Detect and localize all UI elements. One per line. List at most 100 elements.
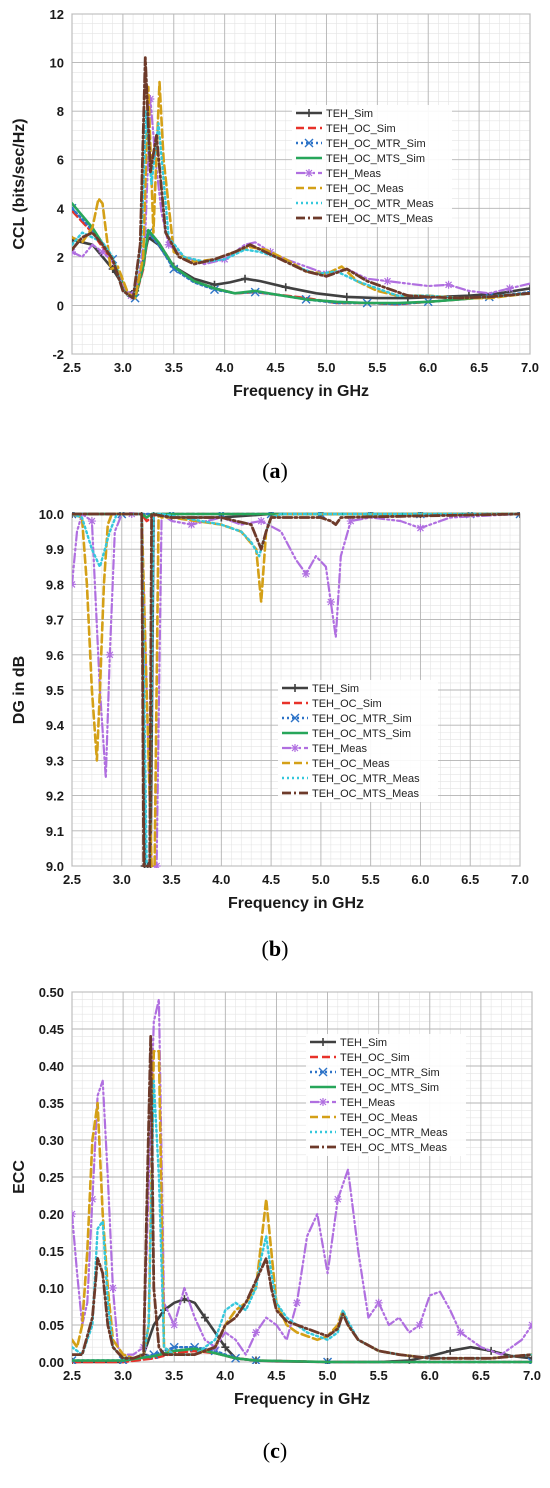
y-tick-label: 0.35 bbox=[39, 1096, 64, 1111]
legend-label: TEH_Meas bbox=[312, 743, 368, 755]
legend-box bbox=[292, 105, 452, 227]
x-tick-label: 4.0 bbox=[216, 360, 234, 375]
x-tick-label: 6.5 bbox=[472, 1368, 490, 1383]
legend-label: TEH_OC_MTS_Sim bbox=[326, 153, 425, 165]
y-tick-label: 0.45 bbox=[39, 1022, 64, 1037]
x-tick-label: 5.0 bbox=[319, 1368, 337, 1383]
x-axis-label: Frequency in GHz bbox=[234, 1391, 370, 1408]
x-axis-label: Frequency in GHz bbox=[228, 895, 364, 912]
legend-label: TEH_OC_Sim bbox=[340, 1052, 410, 1064]
data-point-marker bbox=[169, 264, 179, 274]
legend-label: TEH_OC_MTR_Sim bbox=[326, 138, 426, 150]
chart-c: 2.5 3.0 3.5 4.0 4.5 5.0 5.5 6.0 6.5 7.0 0.00 0.05 0.… bbox=[11, 985, 541, 1463]
legend-label: TEH_Meas bbox=[340, 1097, 396, 1109]
legend: TEH_Sim TEH_OC_Sim TEH_OC_MTR_Sim TEH_OC_MT… bbox=[278, 680, 438, 802]
y-tick-label: 2 bbox=[57, 250, 64, 265]
x-tick-label: 3.5 bbox=[163, 872, 181, 887]
x-tick-label: 5.0 bbox=[312, 872, 330, 887]
data-point-marker bbox=[221, 1343, 230, 1352]
y-tick-label: 0.10 bbox=[39, 1281, 64, 1296]
y-tick-label: 9.7 bbox=[46, 613, 64, 628]
data-point-marker bbox=[152, 862, 161, 868]
y-tick-label: 9.5 bbox=[46, 683, 64, 698]
legend-label: TEH_OC_MTS_Meas bbox=[340, 1142, 447, 1154]
x-tick-label: 5.5 bbox=[368, 360, 386, 375]
data-point-marker bbox=[526, 284, 530, 293]
data-point-marker bbox=[528, 1321, 532, 1329]
legend-label: TEH_OC_Sim bbox=[312, 698, 382, 710]
data-point-marker bbox=[292, 1298, 301, 1307]
x-tick-label: 3.0 bbox=[114, 1368, 132, 1383]
data-point-marker bbox=[72, 1210, 76, 1218]
legend-label: TEH_OC_MTR_Sim bbox=[340, 1067, 440, 1079]
x-tick-label: 3.5 bbox=[165, 1368, 183, 1383]
legend-box bbox=[306, 1034, 466, 1156]
data-point-marker bbox=[342, 292, 351, 301]
series-group bbox=[72, 56, 530, 308]
legend-label: TEH_OC_MTR_Meas bbox=[340, 1127, 448, 1139]
y-tick-label: 10 bbox=[50, 56, 64, 71]
y-tick-label: 0 bbox=[57, 298, 64, 313]
data-point-marker bbox=[164, 240, 173, 249]
legend-marker bbox=[305, 169, 313, 177]
x-axis-label: Frequency in GHz bbox=[233, 383, 369, 400]
y-tick-label: 0.30 bbox=[39, 1133, 64, 1148]
x-tick-label: 4.5 bbox=[267, 360, 285, 375]
y-tick-label: 10.0 bbox=[39, 507, 64, 522]
x-tick-label: 2.5 bbox=[63, 872, 81, 887]
data-point-marker bbox=[87, 517, 96, 526]
y-tick-label: 6 bbox=[57, 153, 64, 168]
caption-letter: c bbox=[270, 1438, 280, 1463]
legend-label: TEH_Meas bbox=[326, 168, 382, 180]
y-tick-label: 9.8 bbox=[46, 577, 64, 592]
data-point-marker bbox=[456, 1328, 465, 1337]
legend-label: TEH_OC_MTS_Meas bbox=[326, 213, 433, 225]
legend-marker bbox=[318, 1067, 328, 1077]
data-point-marker bbox=[241, 274, 250, 283]
data-point-marker bbox=[252, 1328, 260, 1337]
x-tick-label: 3.0 bbox=[114, 360, 132, 375]
data-point-marker bbox=[200, 1313, 209, 1322]
data-point-marker bbox=[98, 248, 107, 256]
x-tick-label: 5.0 bbox=[317, 360, 335, 375]
legend-marker bbox=[291, 684, 299, 692]
data-point-marker bbox=[528, 1354, 532, 1363]
legend-label: TEH_OC_MTS_Sim bbox=[340, 1082, 439, 1094]
y-tick-label: 4 bbox=[57, 201, 65, 216]
data-point-marker bbox=[527, 1357, 532, 1364]
subfigure-caption: (a) bbox=[262, 458, 288, 483]
x-tick-label: 6.0 bbox=[411, 872, 429, 887]
y-tick-label: 9.3 bbox=[46, 753, 64, 768]
x-tick-label: 4.5 bbox=[262, 872, 280, 887]
legend-label: TEH_OC_MTR_Meas bbox=[312, 773, 420, 785]
x-tick-label: 3.0 bbox=[113, 872, 131, 887]
legend-label: TEH_OC_MTR_Sim bbox=[312, 713, 412, 725]
y-tick-label: 0.25 bbox=[39, 1170, 64, 1185]
subfigure-caption: (b) bbox=[262, 936, 289, 961]
y-tick-label: 9.2 bbox=[46, 789, 64, 804]
x-tick-label: 5.5 bbox=[370, 1368, 388, 1383]
legend-label: TEH_OC_Meas bbox=[312, 758, 390, 770]
y-axis-label: ECC bbox=[11, 1160, 28, 1194]
legend-marker bbox=[304, 138, 314, 148]
y-tick-label: 9.1 bbox=[46, 824, 64, 839]
x-tick-label: 7.0 bbox=[523, 1368, 541, 1383]
x-tick-label: 7.0 bbox=[511, 872, 529, 887]
x-tick-label: 4.0 bbox=[212, 872, 230, 887]
series-group bbox=[72, 512, 520, 868]
legend-marker bbox=[319, 1038, 327, 1046]
data-point-marker bbox=[146, 95, 155, 103]
caption-letter: b bbox=[269, 936, 281, 961]
data-point-marker bbox=[446, 1346, 455, 1355]
legend-marker bbox=[291, 744, 299, 752]
data-point-marker bbox=[72, 512, 77, 519]
y-tick-label: 9.4 bbox=[46, 718, 65, 733]
y-tick-label: 12 bbox=[50, 7, 64, 22]
data-point-marker bbox=[444, 280, 453, 289]
legend-label: TEH_OC_MTS_Meas bbox=[312, 788, 419, 800]
chart-a: 2.5 3.0 3.5 4.0 4.5 5.0 5.5 6.0 6.5 7.0 -2 0 2 4 6 8 10 1… bbox=[11, 7, 539, 483]
x-tick-label: 2.5 bbox=[63, 1368, 81, 1383]
legend-label: TEH_OC_Meas bbox=[326, 183, 404, 195]
legend-label: TEH_OC_MTR_Meas bbox=[326, 198, 434, 210]
